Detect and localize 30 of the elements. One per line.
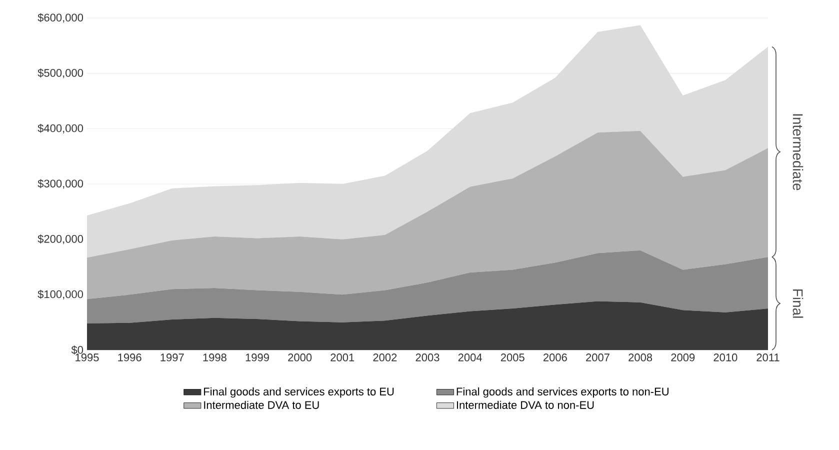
legend-label: Intermediate DVA to non-EU xyxy=(456,400,594,409)
text: Intermediate xyxy=(792,114,804,190)
x-tick-label: 2006 xyxy=(544,354,567,362)
x-tick-label: 1998 xyxy=(203,354,226,362)
y-tick-label: $600,000 xyxy=(38,13,84,23)
y-tick-label: $100,000 xyxy=(38,290,84,300)
x-tick-label: 2005 xyxy=(500,354,524,362)
text: Final xyxy=(792,289,804,318)
x-tick-label: 2009 xyxy=(671,354,695,362)
x-tick-label: 1999 xyxy=(246,354,269,362)
x-tick-label: 2004 xyxy=(458,354,482,362)
x-tick-label: 2011 xyxy=(756,354,780,362)
legend-label: Final goods and services exports to non-EU xyxy=(456,387,668,398)
y-tick-label: $400,000 xyxy=(38,124,84,134)
y-tick-label: $200,000 xyxy=(38,234,84,244)
x-tick-label: 2010 xyxy=(714,354,738,362)
legend-label: Intermediate DVA to EU xyxy=(204,400,319,409)
x-tick-label: 2007 xyxy=(586,354,610,362)
legend-label: Final goods and services exports to EU xyxy=(204,387,394,398)
x-tick-label: 1995 xyxy=(76,354,99,362)
x-tick-label: 1997 xyxy=(160,354,184,362)
x-tick-label: 2003 xyxy=(416,354,440,362)
x-tick-label: 2001 xyxy=(330,354,354,362)
x-tick-label: 1996 xyxy=(118,354,142,362)
y-tick-label: $500,000 xyxy=(38,68,84,78)
x-tick-label: 2002 xyxy=(373,354,397,362)
x-tick-label: 2008 xyxy=(628,354,652,362)
y-tick-label: $0 xyxy=(71,346,84,354)
y-tick-label: $300,000 xyxy=(38,179,84,189)
x-tick-label: 2000 xyxy=(288,354,312,362)
